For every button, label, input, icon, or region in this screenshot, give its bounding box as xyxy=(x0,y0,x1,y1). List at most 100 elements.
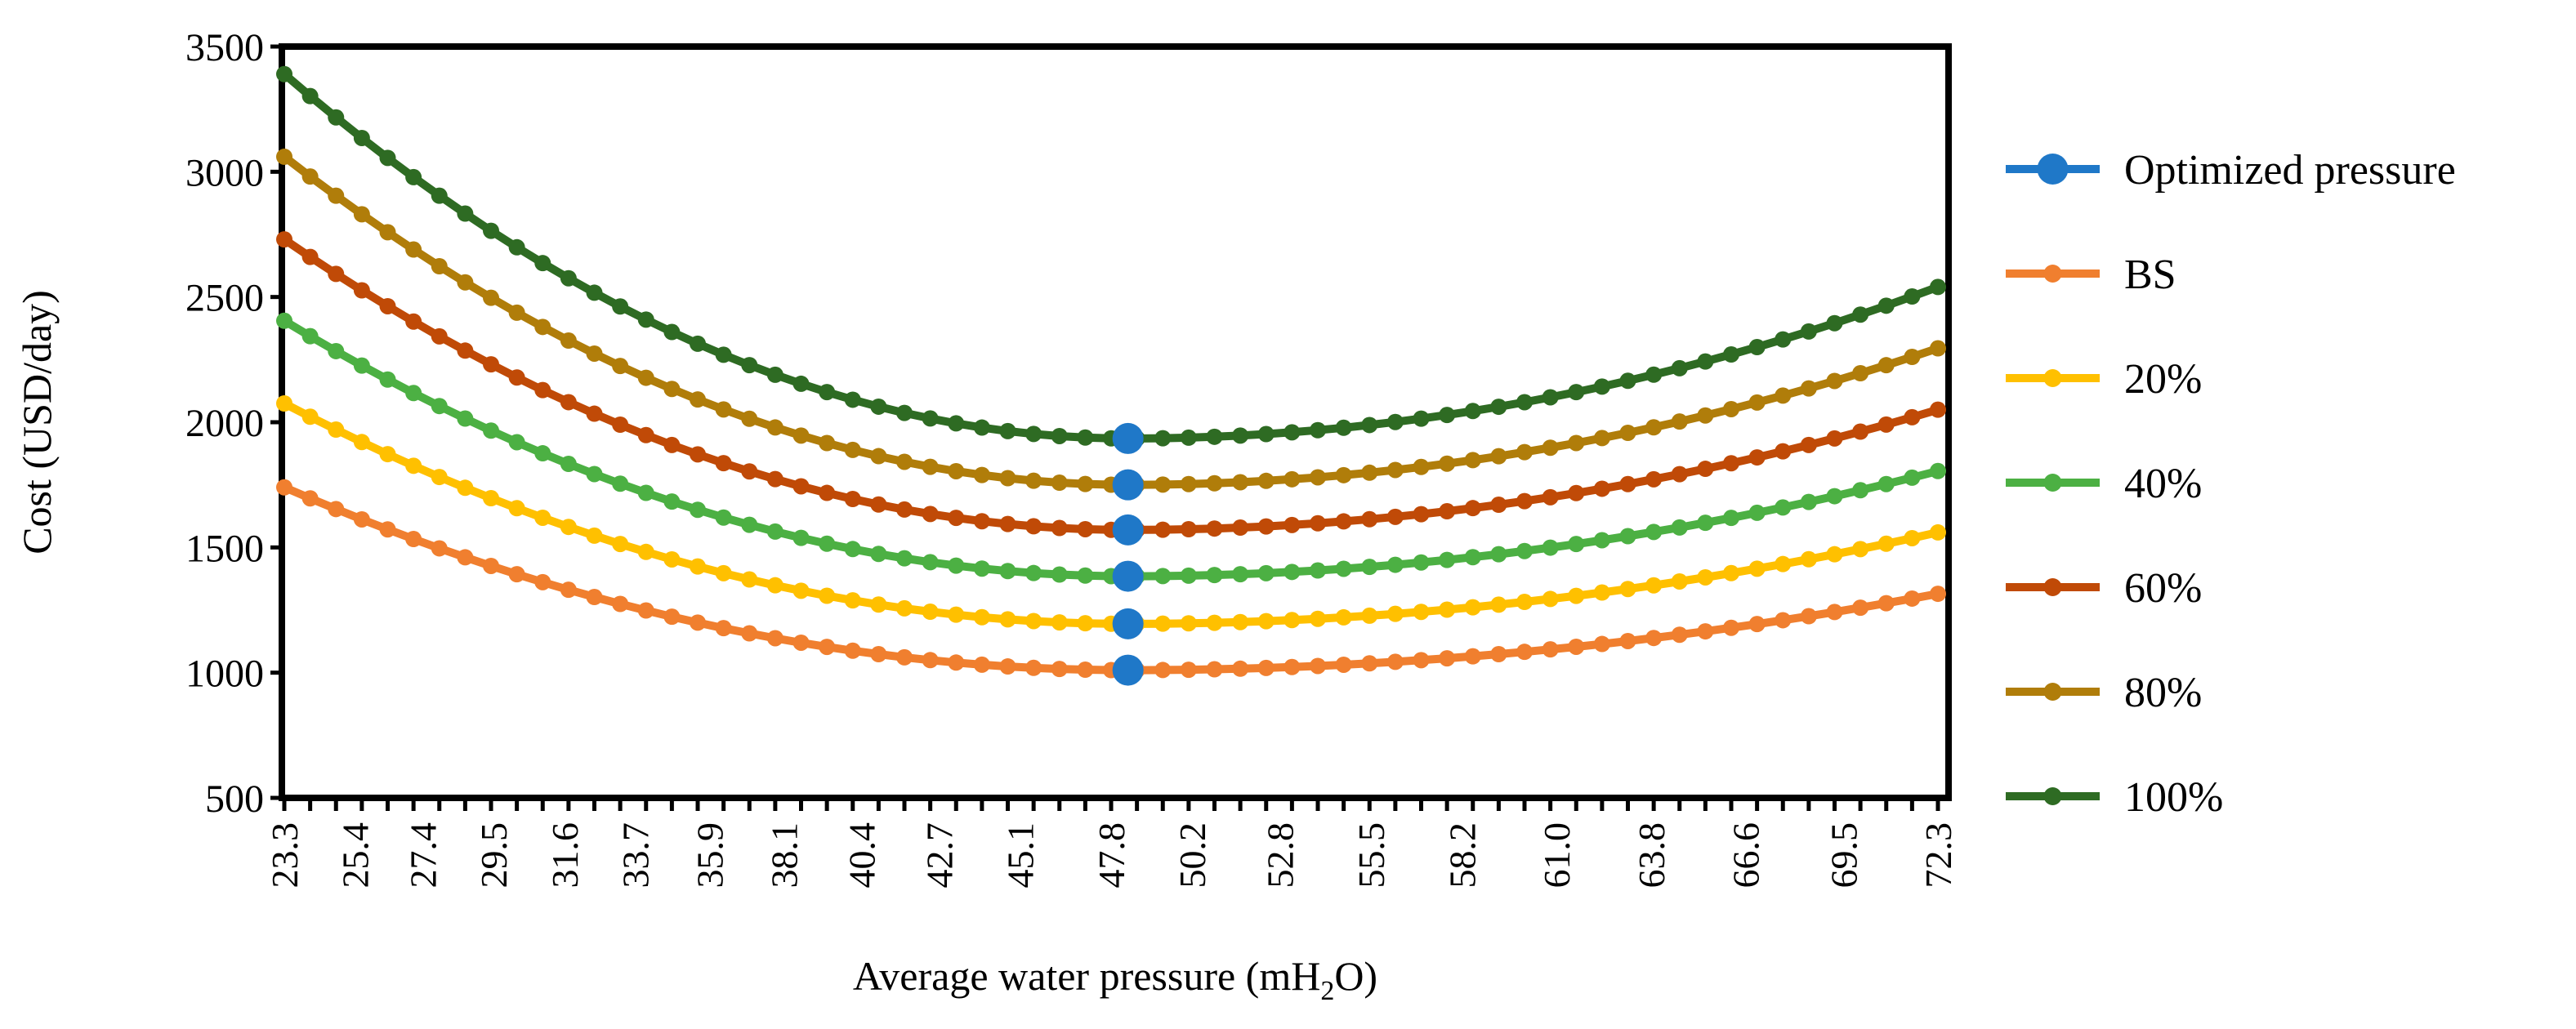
x-tick-label: 38.1 xyxy=(763,822,805,889)
series-point xyxy=(483,490,499,507)
series-point xyxy=(1852,306,1869,323)
legend-item: 100% xyxy=(2006,774,2223,821)
series-point xyxy=(612,298,629,315)
series-point xyxy=(1826,488,1843,505)
series-point xyxy=(301,87,319,105)
series-point xyxy=(560,394,577,411)
x-tick-label: 35.9 xyxy=(689,822,730,889)
series-point xyxy=(690,391,706,408)
series-point xyxy=(973,513,990,530)
series-point xyxy=(1748,394,1766,411)
series-point xyxy=(1077,475,1094,492)
series-point xyxy=(560,456,577,473)
series-point xyxy=(999,611,1016,628)
series-point xyxy=(1516,443,1533,461)
series-point xyxy=(1593,378,1610,395)
series-point xyxy=(766,470,784,488)
optimized-pressure-point xyxy=(1112,654,1144,686)
series-point xyxy=(1206,428,1223,445)
series-point xyxy=(1826,546,1843,563)
series-point xyxy=(1310,610,1326,627)
series-point xyxy=(1051,661,1068,678)
series-point xyxy=(1542,641,1559,658)
series-point xyxy=(922,652,939,669)
series-point xyxy=(1051,614,1068,631)
series-point xyxy=(844,642,861,659)
series-point xyxy=(457,342,474,359)
series-point xyxy=(1232,566,1249,583)
x-axis-title-tail: O) xyxy=(1334,953,1377,999)
y-tick-label: 2000 xyxy=(185,402,264,445)
series-point xyxy=(1154,521,1172,538)
series-point xyxy=(1490,596,1507,613)
y-axis: 500 1000 1500 2000 2500 3000 3500 xyxy=(185,26,282,821)
series-point xyxy=(534,573,551,590)
series-point xyxy=(1284,424,1301,441)
series-point xyxy=(1361,464,1378,481)
series-point xyxy=(896,501,913,518)
series-point xyxy=(1542,539,1559,556)
series-point xyxy=(1490,646,1507,663)
series-point xyxy=(973,656,990,673)
series-100pct xyxy=(276,65,1946,447)
series-point xyxy=(819,484,836,501)
series-point xyxy=(1593,584,1610,601)
series-point xyxy=(1877,475,1895,492)
series-point xyxy=(1748,339,1766,356)
series-point xyxy=(1619,475,1636,492)
x-axis-title: Average water pressure (mH2O) xyxy=(853,953,1377,1006)
series-point xyxy=(1413,652,1430,669)
series-point xyxy=(353,206,370,223)
series-point xyxy=(1232,427,1249,444)
series-point xyxy=(1025,518,1042,535)
series-point xyxy=(1361,510,1378,528)
series-point xyxy=(1180,662,1197,679)
x-tick-label: 45.1 xyxy=(999,822,1041,889)
series-point xyxy=(1180,521,1197,538)
series-point xyxy=(405,531,422,548)
series-point xyxy=(1619,528,1636,545)
series-point xyxy=(1619,425,1636,442)
series-point xyxy=(328,342,345,359)
series-point xyxy=(1671,359,1688,376)
series-point xyxy=(766,577,784,594)
series-point xyxy=(1361,607,1378,624)
series-point xyxy=(1930,586,1946,603)
series-point xyxy=(663,323,681,341)
series-point xyxy=(1386,508,1404,525)
series-point xyxy=(715,455,732,472)
series-point xyxy=(405,168,422,185)
series-point xyxy=(1775,443,1792,460)
series-point xyxy=(560,332,577,350)
x-tick-label: 66.6 xyxy=(1726,822,1767,889)
series-point xyxy=(1386,461,1404,479)
series-point xyxy=(1490,497,1507,514)
series-point xyxy=(1335,656,1352,673)
series-point xyxy=(1542,439,1559,457)
series-point xyxy=(1386,556,1404,573)
legend-item: BS xyxy=(2006,252,2176,298)
series-point xyxy=(1284,612,1301,629)
series-point xyxy=(276,148,292,165)
series-point xyxy=(1464,648,1481,665)
series-point xyxy=(508,566,525,583)
series-point xyxy=(637,484,654,501)
series-point xyxy=(663,436,681,453)
series-point xyxy=(1904,590,1921,607)
series-bs xyxy=(276,479,1946,679)
series-point xyxy=(1439,551,1456,568)
series-point xyxy=(1645,419,1663,436)
series-point xyxy=(1335,608,1352,626)
series-point xyxy=(1439,455,1456,472)
legend-item: 80% xyxy=(2006,670,2202,716)
series-point xyxy=(690,614,706,631)
series-point xyxy=(1413,506,1430,523)
series-point xyxy=(1206,520,1223,537)
series-point xyxy=(637,311,654,328)
series-point xyxy=(1490,448,1507,465)
series-point xyxy=(844,391,861,408)
series-point xyxy=(405,313,422,330)
series-point xyxy=(1852,482,1869,499)
series-point xyxy=(819,639,836,656)
series-point xyxy=(276,479,292,496)
